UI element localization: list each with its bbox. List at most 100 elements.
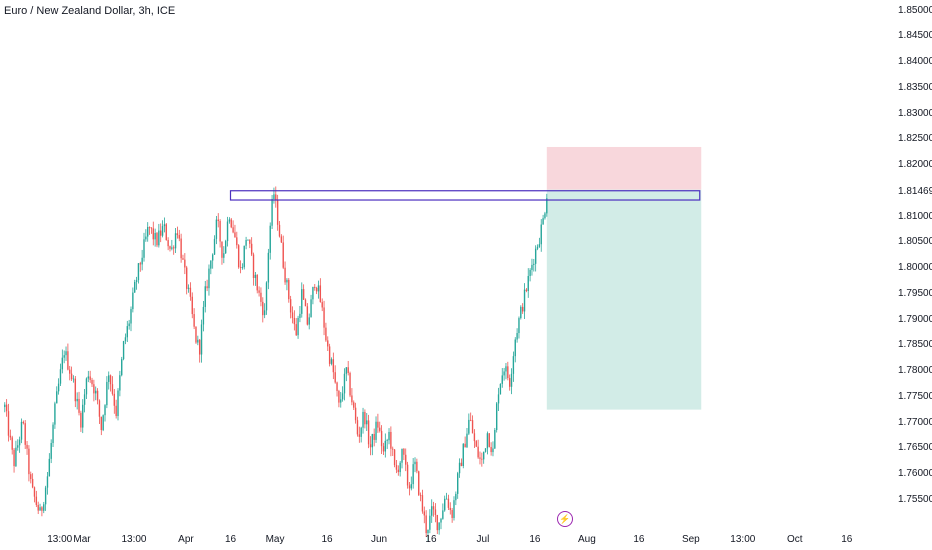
candle bbox=[109, 375, 112, 385]
candle bbox=[486, 433, 489, 449]
candle bbox=[289, 299, 292, 313]
candle bbox=[379, 427, 381, 431]
candle bbox=[460, 462, 463, 466]
y-tick-label: 1.81469 bbox=[898, 186, 932, 198]
candle bbox=[544, 213, 546, 219]
candle bbox=[353, 402, 355, 408]
candle bbox=[399, 462, 401, 473]
candle bbox=[479, 457, 481, 459]
candle bbox=[354, 407, 357, 421]
candle bbox=[41, 507, 43, 511]
lightning-bolt-icon[interactable]: ⚡ bbox=[557, 511, 573, 527]
candle bbox=[516, 333, 518, 340]
candle bbox=[345, 367, 348, 374]
candle bbox=[304, 299, 307, 307]
candle bbox=[321, 302, 323, 308]
candle bbox=[135, 280, 138, 283]
candle bbox=[208, 268, 210, 289]
candle bbox=[401, 448, 403, 463]
candle bbox=[256, 274, 258, 291]
candle bbox=[471, 420, 474, 434]
y-tick-label: 1.84000 bbox=[898, 56, 932, 67]
candle bbox=[260, 292, 262, 302]
candle bbox=[492, 448, 494, 453]
candle bbox=[427, 529, 429, 534]
candle bbox=[527, 276, 529, 291]
candle bbox=[367, 420, 370, 445]
candle bbox=[356, 420, 359, 435]
candle bbox=[520, 306, 522, 319]
candle bbox=[65, 351, 67, 356]
y-tick-label: 1.83000 bbox=[898, 107, 932, 119]
candle bbox=[141, 257, 143, 265]
candle bbox=[291, 312, 294, 318]
candle bbox=[458, 462, 461, 474]
candle bbox=[160, 230, 162, 236]
candle bbox=[211, 254, 214, 261]
candle bbox=[299, 313, 301, 318]
candle bbox=[44, 487, 47, 505]
candle bbox=[275, 194, 277, 200]
x-tick-label: 16 bbox=[841, 534, 853, 545]
candle bbox=[273, 194, 275, 200]
candle bbox=[147, 227, 149, 237]
candle bbox=[484, 448, 487, 452]
candle bbox=[436, 514, 438, 531]
x-tick-label: 16 bbox=[321, 534, 333, 545]
candle bbox=[351, 395, 353, 403]
candle bbox=[366, 420, 368, 425]
candle bbox=[219, 220, 221, 242]
candle bbox=[96, 390, 99, 401]
candle bbox=[449, 507, 451, 511]
candle bbox=[37, 504, 39, 511]
candle bbox=[546, 198, 548, 214]
candle bbox=[369, 444, 372, 448]
candle bbox=[494, 430, 496, 449]
candle bbox=[239, 267, 242, 268]
candle bbox=[334, 372, 336, 383]
candle bbox=[278, 224, 281, 237]
y-tick-label: 1.76000 bbox=[898, 468, 932, 479]
candle bbox=[213, 238, 216, 255]
candle bbox=[403, 448, 405, 455]
candle bbox=[171, 247, 173, 249]
x-tick-label: Sep bbox=[681, 534, 700, 545]
candle bbox=[497, 394, 500, 404]
candle bbox=[418, 471, 420, 495]
y-tick-label: 1.84500 bbox=[898, 30, 932, 42]
candle bbox=[488, 433, 490, 447]
candle bbox=[276, 199, 279, 225]
candle bbox=[124, 337, 127, 342]
candle bbox=[182, 258, 184, 260]
candle bbox=[377, 421, 379, 428]
candle bbox=[362, 411, 364, 428]
candle bbox=[330, 359, 333, 364]
candle bbox=[533, 263, 535, 265]
candle bbox=[226, 221, 229, 242]
candle bbox=[406, 464, 409, 486]
candle bbox=[230, 219, 232, 228]
x-tick-label: Mar bbox=[73, 534, 91, 545]
candle bbox=[349, 372, 351, 396]
x-tick-label: May bbox=[265, 534, 285, 545]
x-tick-label: 13:00 bbox=[121, 534, 147, 545]
y-tick-label: 1.81000 bbox=[898, 210, 932, 222]
candle bbox=[536, 246, 539, 249]
candle bbox=[22, 421, 25, 424]
y-tick-label: 1.85000 bbox=[898, 4, 932, 16]
candle bbox=[85, 378, 88, 395]
candle bbox=[35, 496, 38, 505]
candle bbox=[30, 474, 32, 479]
candle bbox=[254, 274, 257, 278]
candle bbox=[56, 391, 58, 404]
candle bbox=[200, 324, 203, 355]
candle bbox=[206, 286, 208, 289]
candle bbox=[319, 285, 322, 303]
candle bbox=[145, 236, 147, 240]
candle bbox=[457, 473, 459, 494]
candle bbox=[462, 443, 464, 466]
candle bbox=[262, 301, 264, 316]
candle bbox=[451, 510, 453, 518]
candle bbox=[338, 390, 340, 403]
